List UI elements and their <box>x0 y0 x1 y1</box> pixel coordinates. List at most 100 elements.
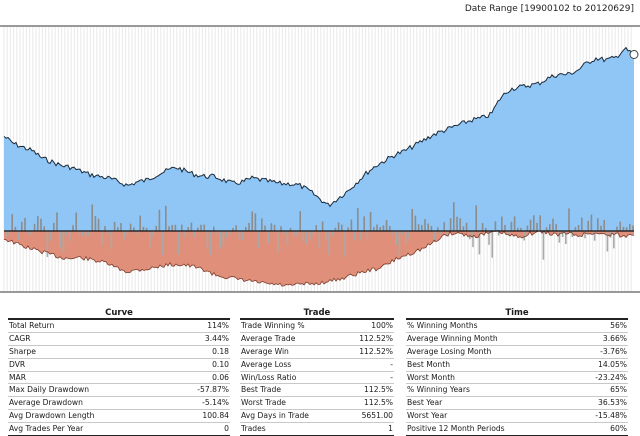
return-bar <box>11 214 13 231</box>
time-stats-table: % Winning Months 56% Average Winning Month… <box>406 319 628 436</box>
return-bar <box>581 217 583 231</box>
return-bar <box>216 231 218 235</box>
return-bar <box>619 221 621 231</box>
curve-stat-row: Sharpe 0.18 <box>8 346 230 359</box>
return-bar <box>69 231 71 242</box>
return-bar <box>165 205 167 231</box>
return-bar <box>302 231 305 241</box>
trade-stat-row: Avg Days in Trade 5651.00 <box>240 410 394 424</box>
return-bar <box>318 231 321 249</box>
stat-label: Positive 12 Month Periods <box>407 424 505 434</box>
stat-label: Average Loss <box>241 359 292 369</box>
stat-label: Average Trade <box>241 333 296 343</box>
return-bar <box>555 224 557 231</box>
return-bar <box>296 231 298 237</box>
return-bar <box>341 224 343 231</box>
return-bar <box>315 225 317 231</box>
trade-stat-row: Trades 1 <box>240 423 394 435</box>
return-bar <box>565 231 567 244</box>
return-bar <box>510 221 513 231</box>
stat-value: -57.87% <box>197 385 229 395</box>
return-bar <box>632 225 634 231</box>
return-bar <box>21 221 23 231</box>
time-stat-row: % Winning Years 65% <box>406 384 628 398</box>
return-bar <box>494 221 497 231</box>
return-bar <box>149 231 151 248</box>
stat-value: 0.10 <box>212 359 229 369</box>
return-bar <box>395 231 397 245</box>
return-bar <box>120 223 122 231</box>
return-bar <box>584 231 586 239</box>
stat-value: 112.5% <box>364 385 393 395</box>
stat-label: Worst Year <box>407 411 448 421</box>
return-bar <box>261 218 263 231</box>
return-bar <box>27 231 29 235</box>
stat-label: Avg Trades Per Year <box>9 424 84 434</box>
return-bar <box>245 226 247 231</box>
return-bar <box>629 223 631 231</box>
return-bar <box>181 224 183 231</box>
stat-label: % Winning Months <box>407 321 478 330</box>
return-bar <box>587 220 589 231</box>
trade-stat-row: Average Trade 112.52% <box>240 333 394 346</box>
stat-value: -15.48% <box>595 411 627 421</box>
return-bar <box>593 231 596 241</box>
return-bar <box>155 225 157 231</box>
return-bar <box>536 222 538 231</box>
stat-value: 65% <box>610 385 627 395</box>
trade-stat-row: Worst Trade 112.5% <box>240 397 394 411</box>
return-bar <box>24 217 26 231</box>
return-bar <box>72 225 74 231</box>
return-bar <box>56 212 58 231</box>
time-stat-row: Best Month 14.05% <box>406 359 628 372</box>
stat-label: Best Year <box>407 398 443 408</box>
return-bar <box>305 231 308 245</box>
return-bar <box>430 226 433 231</box>
return-bar <box>14 226 17 231</box>
return-bar <box>321 221 324 231</box>
return-bar <box>168 226 170 231</box>
return-bar <box>520 227 522 231</box>
return-bar <box>37 215 39 231</box>
stat-label: Best Month <box>407 359 451 369</box>
return-bar <box>91 204 93 231</box>
return-bar <box>408 231 410 239</box>
return-bar <box>136 231 138 235</box>
return-bar <box>117 227 119 231</box>
return-bar <box>568 208 570 231</box>
return-bar <box>350 219 353 231</box>
return-bar <box>139 215 141 231</box>
return-bar <box>574 227 577 231</box>
return-bar <box>152 231 154 237</box>
stat-value: -23.24% <box>595 372 627 382</box>
stat-value: 100.84 <box>202 411 229 421</box>
return-bar <box>513 216 516 231</box>
curve-stat-row: Avg Drawdown Length 100.84 <box>8 410 230 424</box>
return-bar <box>456 216 458 231</box>
return-bar <box>65 231 68 236</box>
return-bar <box>443 222 445 231</box>
end-marker <box>629 50 639 59</box>
equity-area <box>4 47 634 231</box>
return-bar <box>491 231 493 258</box>
return-bar <box>53 222 55 231</box>
return-bar <box>389 226 391 231</box>
return-bar <box>392 231 394 235</box>
return-bar <box>472 231 474 248</box>
stat-value: 1 <box>388 424 393 434</box>
return-bar <box>360 231 362 241</box>
stat-value: - <box>390 359 393 369</box>
return-bar <box>184 231 186 237</box>
return-bar <box>427 223 429 231</box>
return-bar <box>549 224 551 231</box>
return-bar <box>331 231 333 236</box>
return-bar <box>133 227 135 231</box>
stat-label: Worst Month <box>407 372 455 382</box>
return-bar <box>248 222 250 231</box>
return-bar <box>542 231 545 260</box>
return-bar <box>203 224 205 231</box>
return-bar <box>225 231 228 238</box>
stat-value: 0.18 <box>212 346 229 356</box>
return-bar <box>238 231 241 240</box>
return-bar <box>609 231 612 238</box>
